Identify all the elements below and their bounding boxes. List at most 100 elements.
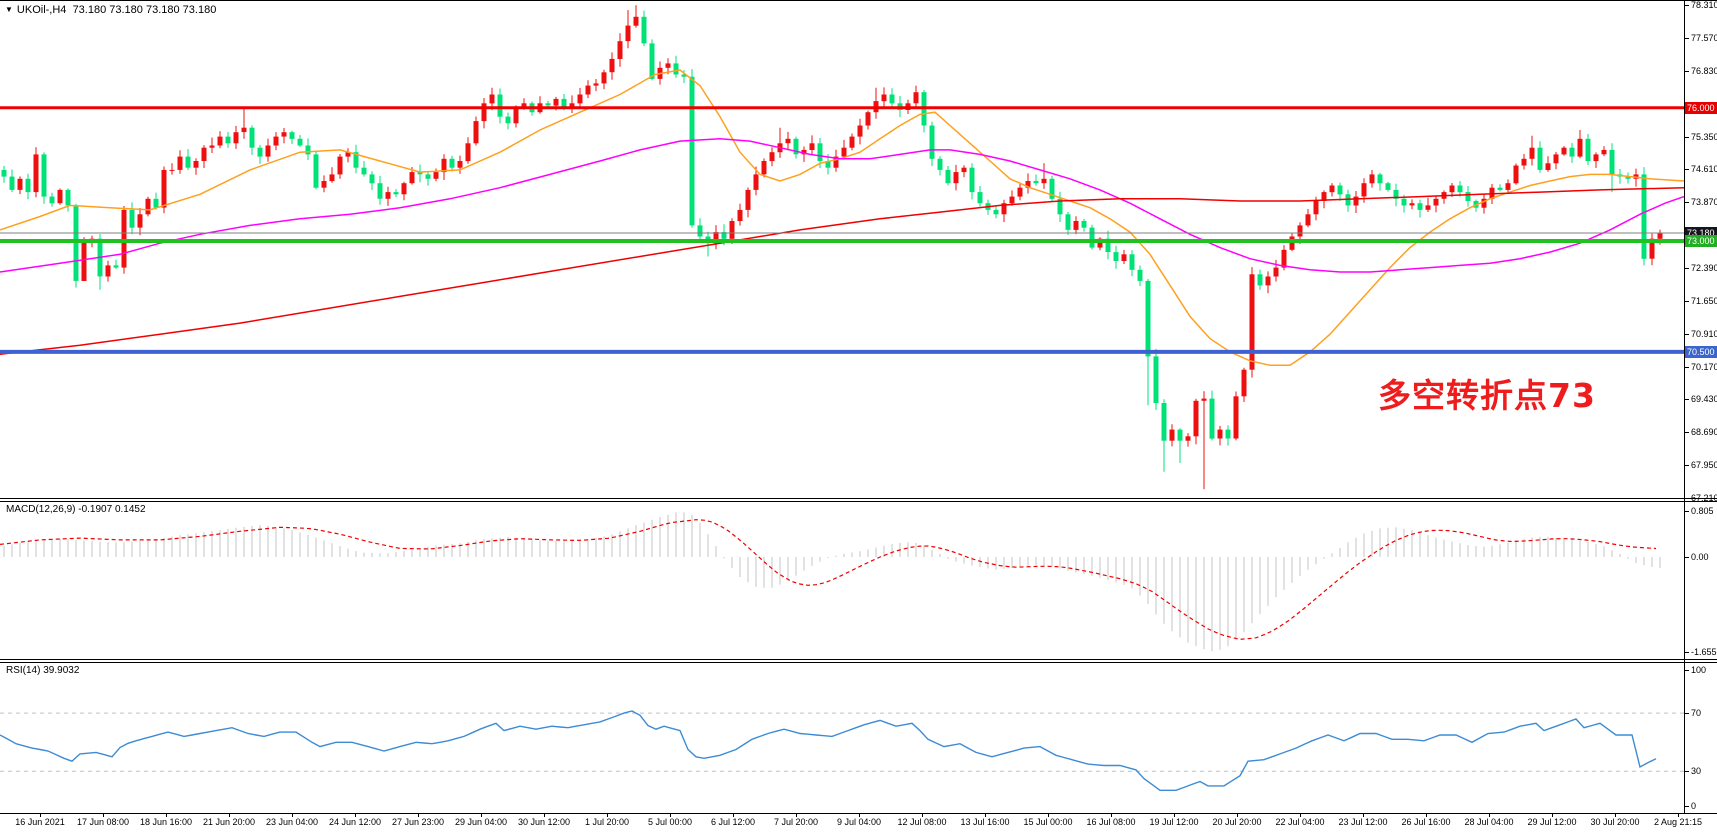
time-axis-label: 21 Jun 20:00	[202, 817, 256, 827]
time-axis-tick	[1615, 814, 1616, 817]
macd-axis-label: -1.6556	[1691, 646, 1717, 657]
rsi-axis-label: 100	[1691, 664, 1707, 675]
time-axis-tick	[418, 814, 419, 817]
rsi-axis-label: 30	[1691, 766, 1702, 777]
time-axis-tick	[40, 814, 41, 817]
time-axis-label: 9 Jul 04:00	[836, 817, 882, 827]
price-axis-tick	[1685, 268, 1689, 269]
price-axis-tick	[1685, 399, 1689, 400]
time-axis-tick	[229, 814, 230, 817]
time-axis-label: 15 Jul 00:00	[1023, 817, 1073, 827]
price-axis-label: 74.610	[1691, 164, 1717, 175]
time-axis-tick	[733, 814, 734, 817]
price-axis-label: 72.390	[1691, 263, 1717, 274]
rsi-axis-label: 70	[1691, 708, 1702, 719]
time-axis-label: 6 Jul 12:00	[710, 817, 756, 827]
price-axis-line	[1684, 1, 1685, 813]
main-price-chart[interactable]	[0, 1, 1684, 498]
time-axis-tick	[607, 814, 608, 817]
symbol-dropdown-icon[interactable]: ▼	[5, 5, 13, 14]
time-axis-tick	[1300, 814, 1301, 817]
price-axis-tick	[1685, 432, 1689, 433]
price-axis-label: 77.570	[1691, 33, 1717, 44]
rsi-axis-tick	[1685, 771, 1689, 772]
symbol-label: UKOil-,H4	[16, 4, 67, 16]
price-axis-tick	[1685, 5, 1689, 6]
time-axis-label: 16 Jul 08:00	[1086, 817, 1136, 827]
time-axis-label: 28 Jul 04:00	[1464, 817, 1514, 827]
time-axis-label: 23 Jul 12:00	[1338, 817, 1388, 827]
slow-ma-red	[0, 186, 1684, 355]
price-axis-tick	[1685, 169, 1689, 170]
time-axis[interactable]: 16 Jun 2021 17 Jun 08:00 18 Jun 16:00 21 Ju…	[0, 814, 1717, 836]
time-axis-tick	[1552, 814, 1553, 817]
time-axis-tick	[481, 814, 482, 817]
time-axis-label: 17 Jun 08:00	[76, 817, 130, 827]
time-axis-label: 2 Aug 21:15	[1653, 817, 1703, 827]
time-axis-tick	[670, 814, 671, 817]
panel-separator-macd[interactable]	[0, 498, 1717, 502]
macd-label: MACD(12,26,9) -0.1907 0.1452	[6, 504, 146, 515]
time-axis-label: 18 Jun 16:00	[139, 817, 193, 827]
time-axis-label: 7 Jul 20:00	[773, 817, 819, 827]
rsi-axis-tick	[1685, 806, 1689, 807]
rsi-axis-label: 0	[1691, 801, 1697, 811]
time-axis-label: 16 Jun 2021	[15, 817, 65, 827]
candles	[1, 5, 1663, 490]
macd-axis-tick	[1685, 557, 1689, 558]
time-axis-label: 24 Jun 12:00	[328, 817, 382, 827]
macd-indicator-panel[interactable]	[0, 502, 1684, 658]
time-axis-label: 30 Jul 20:00	[1590, 817, 1640, 827]
time-axis-tick	[1426, 814, 1427, 817]
price-axis-label: 75.350	[1691, 131, 1717, 142]
price-badge-73.000: 73.000	[1685, 235, 1717, 247]
time-axis-label: 20 Jul 20:00	[1212, 817, 1262, 827]
time-axis-tick	[796, 814, 797, 817]
time-axis-tick	[922, 814, 923, 817]
time-axis-tick	[985, 814, 986, 817]
price-axis-tick	[1685, 202, 1689, 203]
price-axis-tick	[1685, 498, 1689, 499]
price-badge-76.000: 76.000	[1685, 102, 1717, 114]
macd-signal-line	[0, 519, 1657, 640]
time-axis-label: 29 Jul 12:00	[1527, 817, 1577, 827]
price-axis-label: 70.170	[1691, 361, 1717, 372]
time-axis-tick	[292, 814, 293, 817]
time-axis-label: 29 Jun 04:00	[454, 817, 508, 827]
time-axis-label: 1 Jul 20:00	[584, 817, 630, 827]
time-axis-label: 13 Jul 16:00	[960, 817, 1010, 827]
price-axis-label: 76.830	[1691, 65, 1717, 76]
price-axis-tick	[1685, 71, 1689, 72]
time-axis-tick	[103, 814, 104, 817]
time-axis-tick	[1174, 814, 1175, 817]
price-axis-tick	[1685, 334, 1689, 335]
time-axis-label: 19 Jul 12:00	[1149, 817, 1199, 827]
time-axis-label: 26 Jul 16:00	[1401, 817, 1451, 827]
rsi-label: RSI(14) 39.9032	[6, 665, 80, 676]
macd-axis-label: 0.805	[1691, 506, 1714, 516]
chart-header: ▼ UKOil-,H4 73.180 73.180 73.180 73.180	[5, 4, 216, 16]
rsi-line	[0, 710, 1657, 792]
price-axis-tick	[1685, 137, 1689, 138]
macd-axis-label: 0.00	[1691, 552, 1709, 562]
time-axis-label: 5 Jul 00:00	[647, 817, 693, 827]
time-axis-tick	[355, 814, 356, 817]
price-axis-tick	[1685, 367, 1689, 368]
macd-axis-tick	[1685, 511, 1689, 512]
panel-separator-rsi[interactable]	[0, 659, 1717, 663]
price-badge-70.500: 70.500	[1685, 346, 1717, 358]
time-axis-tick	[544, 814, 545, 817]
price-axis-label: 67.210	[1691, 493, 1717, 503]
medium-ma-magenta	[0, 138, 1684, 273]
time-axis-label: 23 Jun 04:00	[265, 817, 319, 827]
price-axis-label: 69.430	[1691, 394, 1717, 405]
price-axis-label: 67.950	[1691, 460, 1717, 471]
time-axis-tick	[1048, 814, 1049, 817]
time-axis-tick	[1678, 814, 1679, 817]
rsi-indicator-panel[interactable]	[0, 663, 1684, 813]
macd-axis-tick	[1685, 652, 1689, 653]
time-axis-label: 27 Jun 23:00	[391, 817, 445, 827]
chart-annotation-text: 多空转折点73	[1378, 376, 1596, 415]
price-axis-label: 68.690	[1691, 427, 1717, 438]
time-axis-tick	[1237, 814, 1238, 817]
